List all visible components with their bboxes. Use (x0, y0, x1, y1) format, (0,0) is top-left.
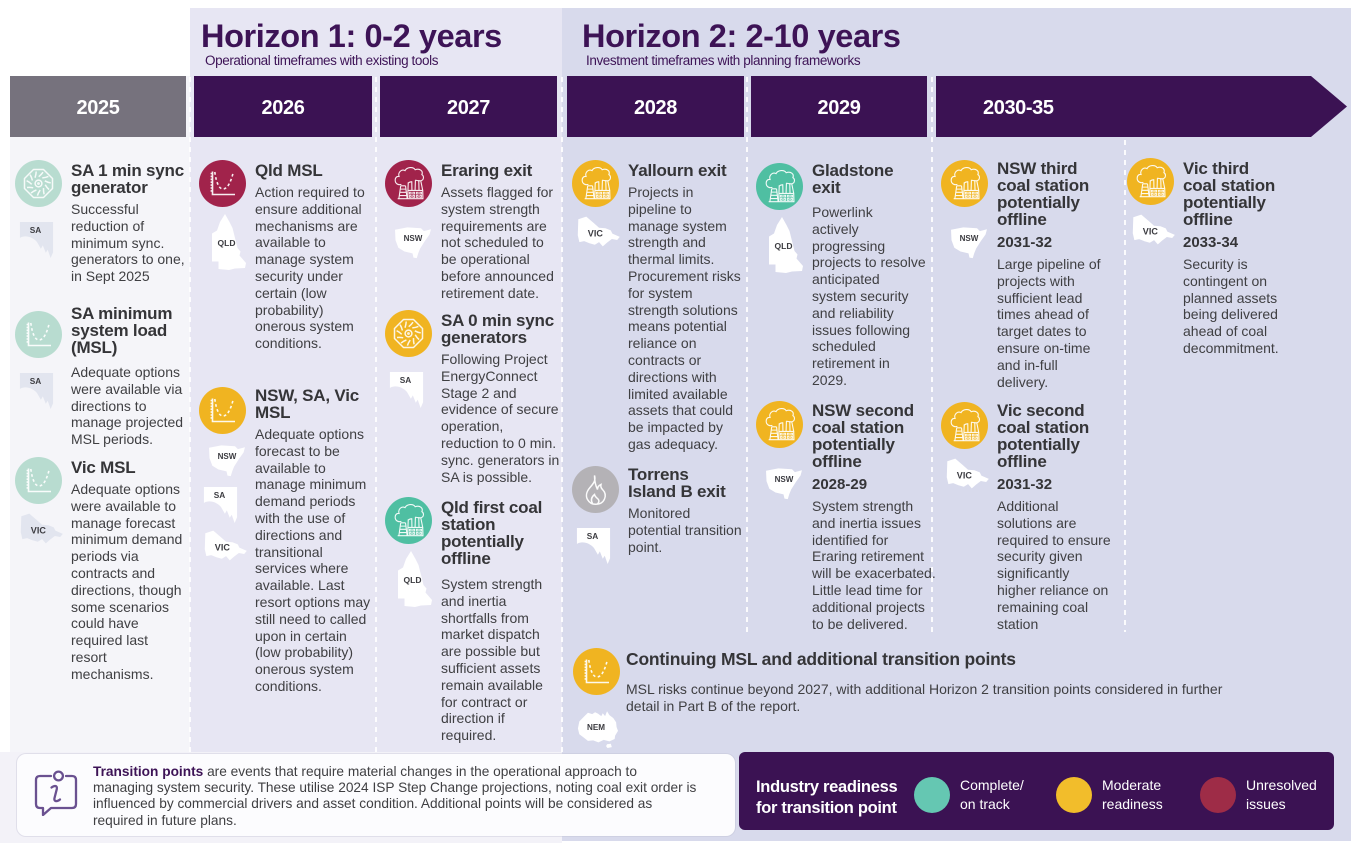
svg-text:SA: SA (214, 491, 226, 500)
svg-text:QLD: QLD (404, 575, 422, 585)
svg-text:VIC: VIC (956, 470, 972, 480)
svg-text:NSW: NSW (774, 475, 793, 484)
svg-text:VIC: VIC (214, 542, 230, 552)
svg-text:SA: SA (30, 226, 42, 235)
svg-text:NEM: NEM (587, 723, 605, 732)
svg-text:QLD: QLD (775, 241, 793, 251)
svg-text:SA: SA (30, 377, 42, 386)
svg-text:NSW: NSW (217, 452, 236, 461)
svg-text:QLD: QLD (218, 238, 236, 248)
svg-text:NSW: NSW (959, 234, 978, 243)
svg-text:SA: SA (400, 376, 412, 385)
svg-text:SA: SA (587, 532, 599, 541)
svg-text:VIC: VIC (1142, 226, 1158, 236)
svg-text:NSW: NSW (403, 234, 422, 243)
svg-text:VIC: VIC (587, 228, 603, 238)
svg-text:VIC: VIC (30, 525, 46, 535)
